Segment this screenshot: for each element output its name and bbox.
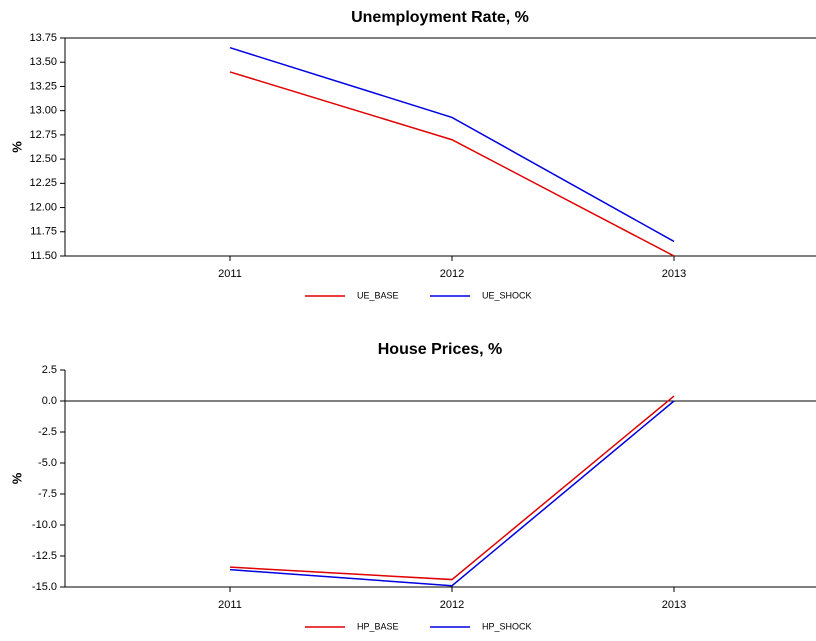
x-tick-label: 2012 (440, 599, 464, 611)
x-tick-label: 2011 (218, 268, 242, 280)
series-line (229, 400, 675, 587)
series-line (229, 395, 675, 581)
y-tick-label: 12.75 (29, 129, 57, 141)
y-tick-label: -5.0 (38, 457, 57, 469)
y-tick-label: 13.00 (29, 105, 57, 117)
series-line (229, 71, 675, 257)
y-tick-label: 2.5 (42, 364, 57, 376)
y-tick-label: 12.25 (29, 177, 57, 189)
y-tick-label: 0.0 (42, 395, 57, 407)
y-tick-label: 13.25 (29, 80, 57, 92)
y-tick-label: -7.5 (38, 488, 57, 500)
x-tick-label: 2012 (440, 268, 464, 280)
x-tick-label: 2013 (662, 599, 686, 611)
y-axis-label: % (9, 141, 24, 153)
y-tick-label: -2.5 (38, 426, 57, 438)
legend-label: UE_SHOCK (482, 290, 532, 300)
x-tick-label: 2013 (662, 268, 686, 280)
y-tick-label: -10.0 (32, 519, 57, 531)
legend-label: HP_BASE (357, 621, 399, 631)
series-line (229, 46, 675, 243)
x-tick-label: 2011 (218, 599, 242, 611)
y-tick-label: 12.50 (29, 153, 57, 165)
y-tick-label: -15.0 (32, 581, 57, 593)
legend-label: HP_SHOCK (482, 621, 532, 631)
y-tick-label: 12.00 (29, 201, 57, 213)
y-axis-label: % (9, 472, 24, 484)
y-tick-label: 11.50 (30, 250, 57, 262)
chart-title: Unemployment Rate, % (351, 9, 529, 26)
y-tick-label: -12.5 (32, 550, 57, 562)
y-tick-label: 13.75 (29, 32, 57, 44)
chart-title: House Prices, % (378, 341, 503, 358)
y-tick-label: 11.75 (30, 226, 57, 238)
legend-label: UE_BASE (357, 290, 399, 300)
y-tick-label: 13.50 (29, 56, 57, 68)
